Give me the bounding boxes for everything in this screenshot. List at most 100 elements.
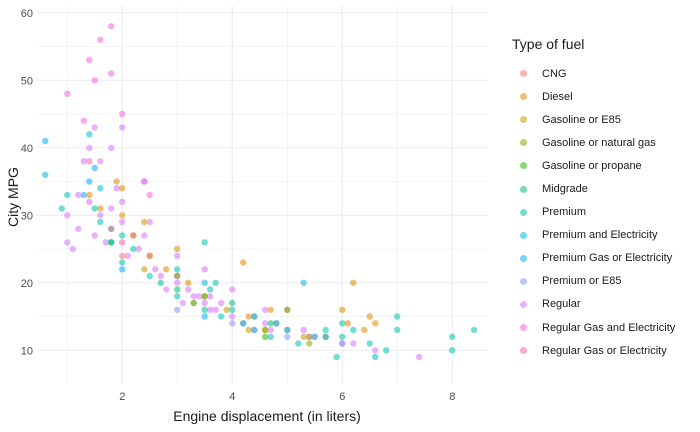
legend-dot-icon [519, 277, 527, 285]
legend-dot-icon [519, 139, 527, 147]
legend-key [512, 180, 534, 198]
data-point [361, 326, 368, 334]
data-point [339, 340, 346, 347]
x-tick-label: 4 [229, 391, 235, 403]
data-point [113, 185, 120, 192]
data-point [344, 320, 351, 327]
data-point [152, 266, 159, 273]
data-point [163, 266, 170, 273]
data-point [262, 333, 269, 340]
data-point [322, 333, 329, 340]
data-point [284, 333, 291, 340]
data-point [91, 77, 98, 84]
legend-items: CNG Diesel Gasoline or E85 Gasoline or natu… [512, 62, 697, 362]
data-point [141, 266, 148, 273]
data-point [64, 212, 71, 219]
data-point [174, 293, 181, 300]
data-point [240, 259, 247, 266]
data-point [394, 313, 401, 320]
legend-label: Premium and Electricity [542, 229, 658, 242]
y-tick-label: 10 [21, 345, 33, 357]
legend-label: Regular [542, 298, 581, 311]
data-point [201, 299, 208, 307]
data-point [201, 293, 208, 300]
data-point [284, 306, 291, 313]
data-point [190, 293, 197, 300]
data-point [108, 23, 115, 30]
data-point [64, 239, 71, 246]
legend-dot-icon [519, 93, 527, 101]
data-point [157, 272, 164, 280]
legend-dot-icon [519, 185, 527, 193]
data-point [251, 326, 258, 334]
data-point [97, 158, 104, 165]
data-point [119, 185, 126, 192]
data-point [80, 158, 88, 165]
data-point [75, 191, 82, 199]
data-point [350, 326, 357, 334]
data-point [350, 279, 357, 286]
legend-item: Premium [512, 201, 697, 224]
data-point [86, 56, 93, 64]
data-point [91, 232, 98, 239]
data-point [174, 279, 181, 286]
data-point [146, 272, 153, 280]
data-point [207, 293, 214, 300]
legend-label: Premium [542, 206, 587, 219]
legend-label: Diesel [542, 90, 573, 103]
data-point [350, 340, 357, 347]
legend-label: Gasoline or E85 [542, 113, 621, 126]
data-point [273, 320, 280, 327]
data-point [262, 326, 269, 334]
data-point [339, 333, 346, 340]
data-point [212, 279, 219, 286]
data-point [86, 178, 93, 185]
data-point [229, 320, 236, 327]
data-point [119, 110, 126, 118]
data-point [295, 340, 302, 347]
legend-label: Premium Gas or Electricity [542, 252, 673, 265]
legend-item: Gasoline or propane [512, 154, 697, 177]
data-point [196, 293, 203, 300]
legend-label: Gasoline or propane [542, 159, 642, 172]
legend-key [512, 88, 534, 106]
data-point [119, 198, 126, 205]
legend-label: Regular Gas and Electricity [542, 321, 676, 334]
data-point [108, 239, 115, 246]
data-point [300, 279, 307, 286]
data-point [471, 326, 478, 334]
legend-label: Gasoline or natural gas [542, 136, 656, 149]
data-point [86, 191, 93, 199]
legend-dot-icon [519, 231, 527, 239]
data-point [372, 353, 379, 361]
data-point [102, 239, 109, 246]
data-point [86, 198, 93, 205]
legend-item: Midgrade [512, 177, 697, 200]
data-point [218, 313, 225, 320]
data-point [97, 218, 104, 226]
legend-key [512, 319, 534, 337]
legend-dot-icon [519, 254, 527, 262]
data-point [119, 252, 126, 259]
data-point [108, 144, 115, 151]
data-point [394, 326, 401, 334]
data-point [284, 326, 291, 334]
data-point [201, 306, 208, 313]
legend-key [512, 295, 534, 313]
data-point [141, 232, 148, 239]
data-point [339, 320, 346, 327]
data-point [64, 90, 71, 98]
y-tick-label: 40 [21, 143, 33, 155]
data-point [449, 333, 456, 340]
data-point [267, 326, 274, 334]
data-point [97, 36, 104, 43]
data-point [108, 225, 115, 232]
grid-lines [37, 6, 488, 384]
y-tick-label: 50 [21, 75, 33, 87]
data-point [80, 117, 88, 125]
data-point [130, 232, 137, 239]
legend-item: Gasoline or natural gas [512, 131, 697, 154]
legend-item: Premium or E85 [512, 270, 697, 293]
data-point [240, 320, 247, 327]
